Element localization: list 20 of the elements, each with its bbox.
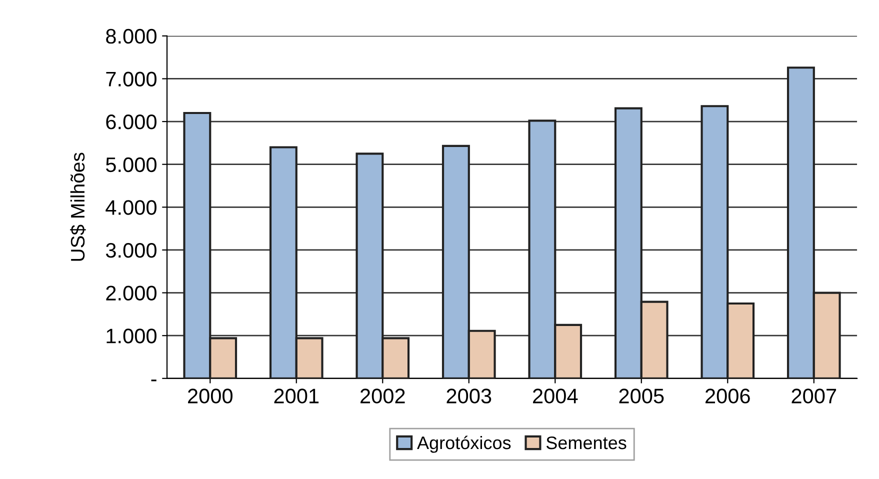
- x-tick-label: 2000: [188, 388, 232, 404]
- y-tick-label: 2.000: [106, 286, 156, 301]
- x-tick-label: 2007: [792, 388, 836, 404]
- x-tick-label: 2002: [360, 388, 405, 404]
- y-tick-label: 1.000: [106, 328, 156, 344]
- y-tick-label: -: [151, 380, 156, 382]
- x-tick-label: 2003: [446, 388, 492, 404]
- y-tick-label: 7.000: [106, 72, 156, 86]
- y-tick-label: 6.000: [106, 114, 156, 130]
- legend-label: Agrotóxicos: [417, 436, 511, 453]
- y-tick-label: 3.000: [106, 242, 156, 258]
- y-tick-label: 8.000: [106, 28, 156, 44]
- x-tick-label: 2004: [533, 388, 578, 404]
- x-tick-label: 2001: [274, 388, 319, 404]
- y-axis-title: US$ Milhões: [70, 152, 86, 261]
- legend-label: Sementes: [546, 436, 626, 450]
- x-tick-label: 2005: [619, 388, 664, 404]
- y-tick-label: 4.000: [106, 200, 156, 215]
- x-tick-label: 2006: [706, 388, 750, 404]
- y-tick-label: 5.000: [106, 157, 156, 172]
